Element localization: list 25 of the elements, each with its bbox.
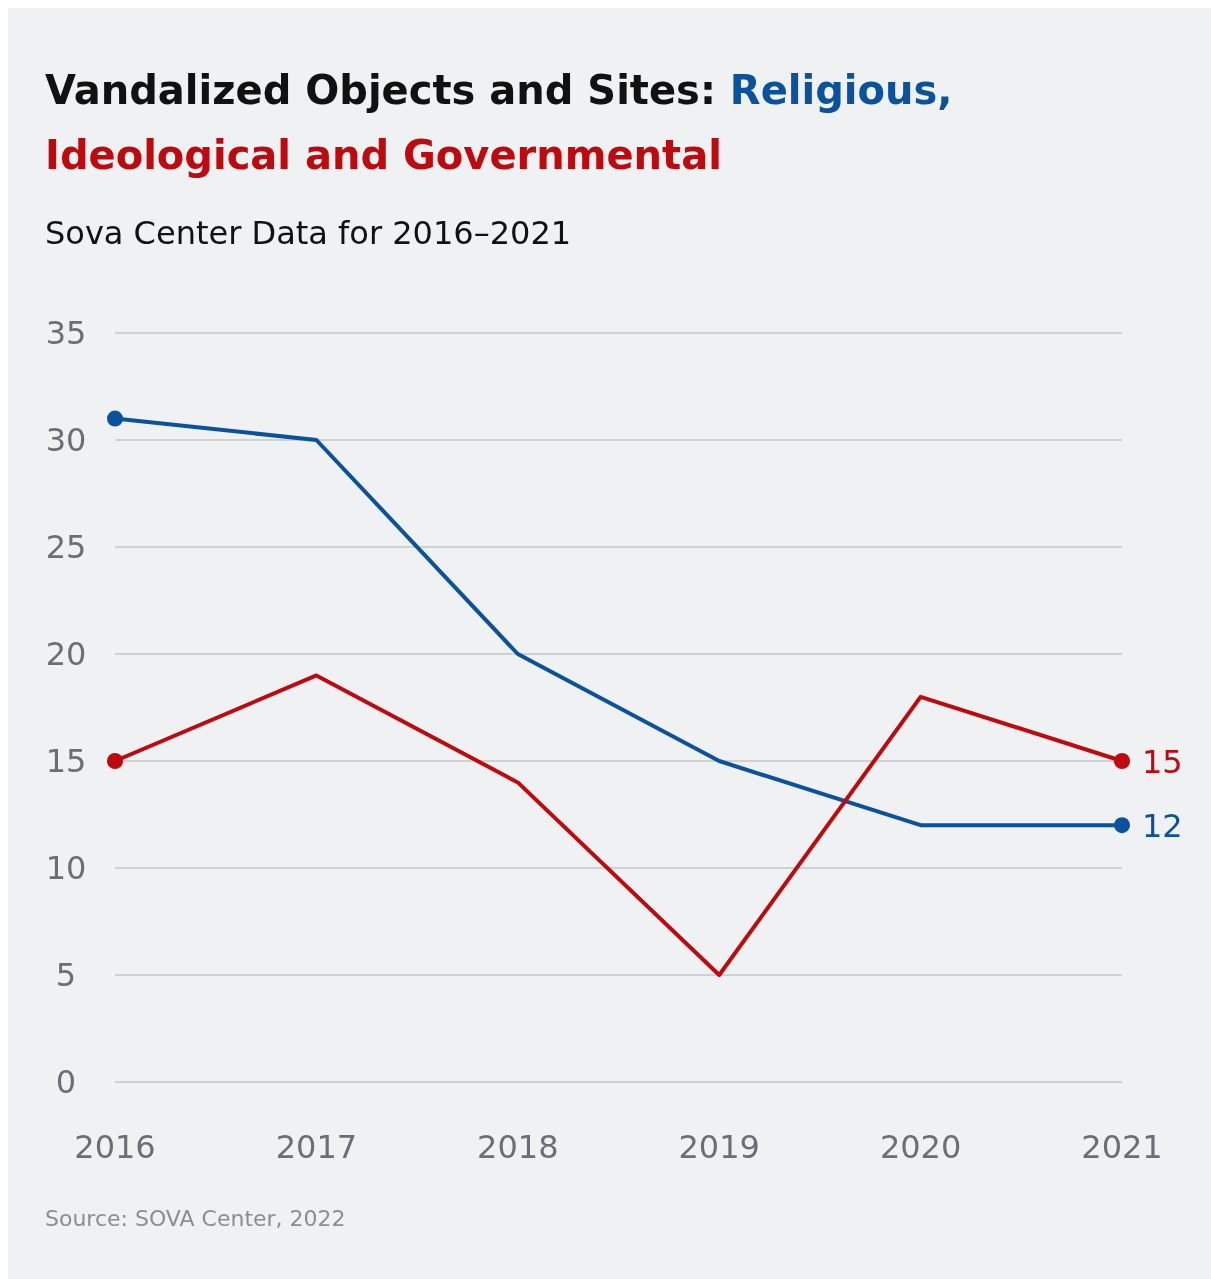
data-label: 15	[1142, 743, 1183, 781]
x-tick-label: 2021	[1081, 1128, 1163, 1166]
y-tick-label: 30	[45, 421, 87, 460]
y-tick-label: 25	[45, 528, 87, 567]
y-tick-label: 5	[55, 956, 77, 995]
point	[1114, 753, 1130, 769]
text: Ideological and Governmental	[45, 132, 722, 178]
y-tick-label: 0	[55, 1063, 77, 1102]
y-tick-label: 35	[45, 314, 87, 353]
data-label: 12	[1142, 807, 1183, 846]
text: Religious,	[729, 67, 953, 113]
y-tick-label: 20	[45, 635, 87, 674]
x-tick-label: 2017	[275, 1128, 358, 1166]
x-tick-label: 2020	[879, 1128, 962, 1166]
source-note: Source: SOVA Center, 2022	[45, 1206, 346, 1231]
y-tick-label: 10	[45, 849, 87, 888]
chart-subtitle: Sova Center Data for 2016–2021	[45, 214, 572, 252]
point	[1114, 817, 1130, 834]
x-tick-label: 2018	[477, 1128, 559, 1166]
x-tick-label: 2019	[678, 1128, 760, 1166]
point	[107, 753, 123, 769]
x-tick-label: 2016	[74, 1128, 156, 1166]
y-tick-label: 15	[45, 742, 87, 781]
point	[107, 410, 123, 427]
chart-title: Vandalized Objects and Sites:	[45, 67, 716, 113]
